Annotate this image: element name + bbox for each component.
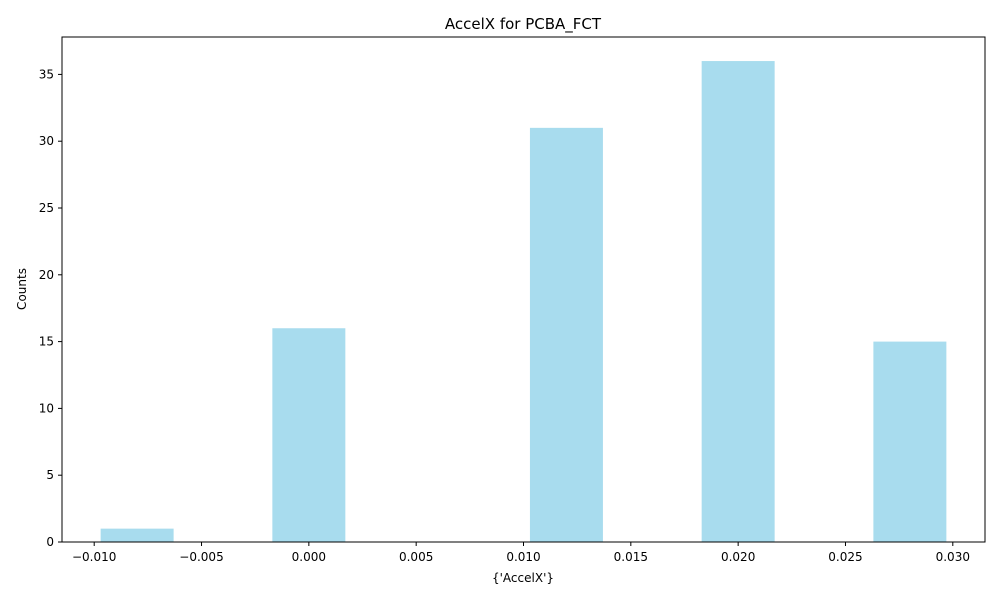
plot-frame bbox=[61, 36, 986, 543]
y-tick-label: 25 bbox=[39, 201, 54, 215]
y-axis-ticks: 0 5 10 15 20 25 30 35 bbox=[39, 67, 62, 549]
histogram-bar bbox=[873, 341, 947, 542]
histogram-bar bbox=[272, 328, 346, 542]
y-tick-label: 20 bbox=[39, 268, 54, 282]
x-tick-label: −0.010 bbox=[72, 550, 116, 564]
histogram-bar bbox=[100, 528, 174, 542]
bars-group bbox=[100, 61, 947, 543]
x-tick-label: 0.030 bbox=[936, 550, 970, 564]
y-axis-label: Counts bbox=[15, 268, 29, 310]
x-tick-label: 0.000 bbox=[292, 550, 326, 564]
y-tick-label: 10 bbox=[39, 401, 54, 415]
x-tick-label: 0.010 bbox=[506, 550, 540, 564]
y-tick-label: 35 bbox=[39, 67, 54, 81]
y-tick-label: 0 bbox=[46, 535, 54, 549]
histogram-bar bbox=[529, 127, 603, 542]
x-tick-label: 0.005 bbox=[399, 550, 433, 564]
x-tick-label: −0.005 bbox=[179, 550, 223, 564]
y-tick-label: 30 bbox=[39, 134, 54, 148]
x-axis-ticks: −0.010 −0.005 0.000 0.005 0.010 0.015 0.020 0.0… bbox=[72, 542, 970, 564]
y-tick-label: 15 bbox=[39, 335, 54, 349]
x-tick-label: 0.020 bbox=[721, 550, 755, 564]
chart-title: AccelX for PCBA_FCT bbox=[445, 15, 602, 34]
x-axis-label: {'AccelX'} bbox=[492, 571, 554, 585]
x-tick-label: 0.015 bbox=[614, 550, 648, 564]
x-tick-label: 0.025 bbox=[828, 550, 862, 564]
y-tick-label: 5 bbox=[46, 468, 54, 482]
histogram-bar bbox=[701, 61, 775, 543]
